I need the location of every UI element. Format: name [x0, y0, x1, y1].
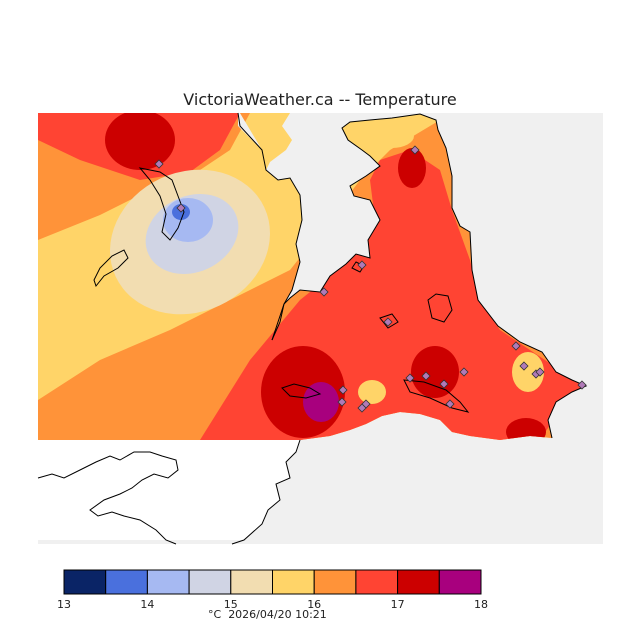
legend-tick-label: 18: [474, 598, 488, 611]
station-marker: [337, 397, 347, 407]
station-marker: [405, 373, 415, 383]
station-marker: [319, 287, 329, 297]
station-marker: [383, 317, 393, 327]
station-marker: [511, 341, 521, 351]
legend-swatch: [397, 569, 440, 595]
station-marker: [421, 371, 431, 381]
legend-swatch: [313, 569, 357, 595]
unit-label: °C: [208, 608, 222, 621]
legend-swatch: [438, 569, 482, 595]
legend-swatch: [272, 569, 315, 595]
legend-swatch: [146, 569, 190, 595]
legend-swatch: [105, 569, 148, 595]
station-marker: [357, 403, 367, 413]
legend-tick-label: 13: [57, 598, 71, 611]
legend-tick-label: 16: [307, 598, 321, 611]
station-marker: [459, 367, 469, 377]
coastlines: [37, 112, 588, 545]
southern-land: [38, 440, 300, 540]
legend-tick-label: 14: [140, 598, 154, 611]
legend-swatch: [355, 569, 399, 595]
legend-swatch: [230, 569, 274, 595]
station-markers: [154, 145, 587, 413]
legend-swatch: [63, 569, 107, 595]
station-marker: [154, 159, 164, 169]
station-marker: [357, 260, 367, 270]
station-marker: [519, 361, 529, 371]
legend-tick-label: 17: [391, 598, 405, 611]
station-marker: [410, 145, 420, 155]
station-marker: [338, 385, 348, 395]
station-marker: [577, 380, 587, 390]
station-marker: [439, 379, 449, 389]
legend-swatch: [188, 569, 232, 595]
legend-tick-label: 15: [224, 598, 238, 611]
timestamp-label: 2026/04/20 10:21: [228, 608, 327, 621]
map-title: VictoriaWeather.ca -- Temperature: [183, 90, 457, 109]
legend-timestamp: °C 2026/04/20 10:21: [208, 608, 327, 621]
station-marker: [445, 399, 455, 409]
station-marker: [535, 367, 545, 377]
station-marker: [176, 203, 186, 213]
